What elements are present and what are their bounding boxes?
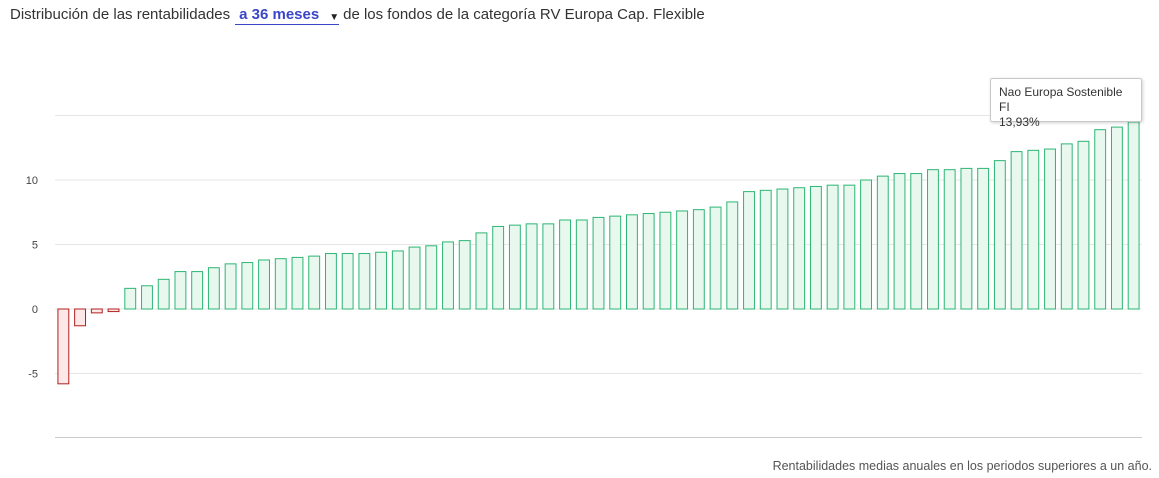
bar[interactable] — [1060, 143, 1073, 310]
bar[interactable] — [258, 259, 270, 310]
bar[interactable] — [960, 167, 973, 310]
bar[interactable] — [224, 263, 237, 310]
bar[interactable] — [107, 308, 120, 313]
bar[interactable] — [141, 285, 153, 310]
period-selected-value[interactable]: a 36 meses — [239, 6, 320, 23]
bar[interactable] — [508, 224, 521, 310]
bar[interactable] — [609, 215, 622, 310]
bar[interactable] — [1127, 121, 1140, 310]
bar[interactable] — [993, 160, 1006, 310]
bar[interactable] — [124, 287, 137, 310]
bar[interactable] — [642, 213, 655, 310]
bar[interactable] — [626, 214, 638, 310]
bar[interactable] — [274, 258, 287, 310]
dropdown-arrow-icon[interactable]: ▼ — [329, 12, 340, 23]
bar[interactable] — [659, 211, 672, 310]
bar[interactable] — [1044, 148, 1056, 310]
bar[interactable] — [709, 206, 722, 310]
bar[interactable] — [1027, 149, 1040, 310]
bar[interactable] — [442, 241, 454, 310]
bar[interactable] — [241, 262, 254, 310]
bar[interactable] — [358, 253, 371, 310]
period-selector[interactable]: a 36 meses ▼ — [235, 6, 340, 25]
bar[interactable] — [893, 173, 906, 310]
bar-tooltip: Nao Europa Sostenible FI 13,93% — [990, 78, 1142, 129]
bar[interactable] — [90, 308, 103, 314]
bar[interactable] — [927, 169, 939, 310]
bar[interactable] — [1110, 126, 1123, 310]
bar[interactable] — [910, 173, 923, 310]
chart-footnote: Rentabilidades medias anuales en los per… — [772, 459, 1152, 473]
bar[interactable] — [157, 278, 170, 310]
bar[interactable] — [1077, 140, 1090, 310]
bar[interactable] — [826, 184, 839, 310]
bar[interactable] — [308, 255, 321, 310]
bar[interactable] — [375, 251, 388, 310]
bar[interactable] — [207, 267, 220, 310]
bar[interactable] — [492, 225, 505, 310]
bar[interactable] — [475, 232, 488, 310]
bar[interactable] — [74, 308, 87, 327]
bar[interactable] — [425, 245, 438, 310]
bar[interactable] — [977, 167, 990, 310]
bar[interactable] — [542, 223, 555, 310]
bar[interactable] — [743, 191, 755, 310]
bar[interactable] — [575, 219, 588, 310]
bar[interactable] — [325, 253, 337, 310]
bar[interactable] — [726, 201, 739, 310]
bar[interactable] — [943, 169, 956, 310]
bar[interactable] — [776, 188, 789, 310]
bar[interactable] — [676, 210, 689, 310]
y-tick-label: 0 — [32, 304, 38, 316]
bar[interactable] — [391, 250, 404, 310]
bar[interactable] — [525, 223, 538, 310]
bar[interactable] — [809, 185, 822, 310]
chart-header: Distribución de las rentabilidades a 36 … — [10, 6, 705, 25]
bar[interactable] — [843, 184, 856, 310]
y-tick-label: -5 — [28, 369, 38, 381]
bar[interactable] — [559, 219, 571, 310]
bar[interactable] — [876, 175, 889, 310]
bar[interactable] — [408, 246, 421, 310]
bar[interactable] — [458, 240, 471, 310]
bar[interactable] — [692, 209, 705, 310]
y-tick-label: 10 — [26, 175, 38, 187]
bar[interactable] — [57, 308, 70, 385]
bar[interactable] — [174, 271, 187, 310]
tooltip-fund-value: 13,93% — [999, 115, 1040, 129]
bar[interactable] — [860, 179, 873, 310]
bar[interactable] — [759, 189, 772, 310]
bar[interactable] — [793, 187, 806, 310]
header-suffix: de los fondos de la categoría RV Europa … — [343, 6, 705, 23]
tooltip-fund-name: Nao Europa Sostenible FI — [999, 85, 1123, 114]
bar-highlighted[interactable] — [1094, 129, 1107, 310]
y-tick-label: 5 — [32, 240, 38, 252]
bar[interactable] — [592, 216, 605, 310]
bar[interactable] — [341, 253, 354, 310]
bar[interactable] — [1010, 151, 1023, 310]
header-prefix: Distribución de las rentabilidades — [10, 6, 231, 23]
bar[interactable] — [191, 271, 204, 310]
bar[interactable] — [291, 256, 304, 310]
